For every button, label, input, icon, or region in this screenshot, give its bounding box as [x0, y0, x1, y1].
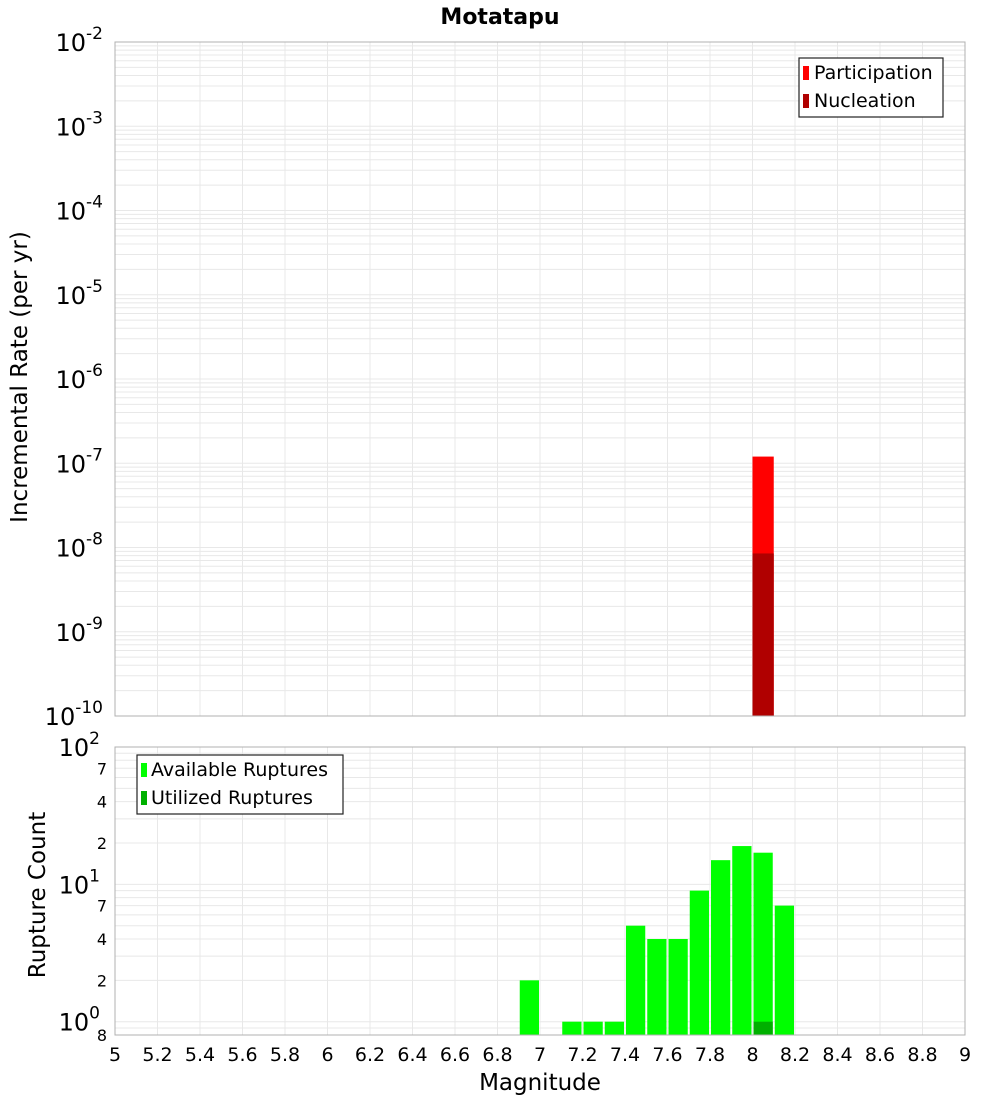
top-y-tick-label: 10-4: [56, 193, 104, 226]
x-tick-label: 6.8: [482, 1044, 512, 1066]
top-legend: Participation Nucleation: [798, 57, 944, 118]
x-tick-label: 8.6: [865, 1044, 895, 1066]
x-axis-label: Magnitude: [479, 1070, 601, 1096]
top-y-tick-label: 10-2: [56, 24, 104, 57]
x-tick-label: 5.2: [142, 1044, 172, 1066]
bottom-bars: [519, 846, 794, 1035]
top-y-tick-label: 10-8: [56, 530, 104, 563]
top-y-axis-label: Incremental Rate (per yr): [7, 231, 33, 523]
top-panel: 10-2 10-3 10-4 10-5 10-6 10-7 10-8 10-9 10-10 In…: [7, 24, 966, 731]
top-y-tick-label: 10-6: [56, 361, 104, 394]
available-ruptures-bar: [583, 1021, 603, 1035]
bottom-legend-label: Available Ruptures: [151, 759, 328, 781]
x-tick-label: 7.4: [610, 1044, 640, 1066]
available-ruptures-bar: [689, 890, 709, 1035]
top-y-tick-label: 10-3: [56, 108, 104, 141]
x-tick-label: 5.8: [270, 1044, 300, 1066]
x-tick-label: 6.6: [440, 1044, 470, 1066]
bottom-y-tick-label: 102: [59, 729, 100, 762]
available-ruptures-bar: [668, 939, 688, 1035]
x-tick-label: 6.4: [397, 1044, 427, 1066]
bottom-y-tick-label: 7: [97, 759, 107, 778]
available-ruptures-bar: [604, 1021, 624, 1035]
x-tick-label: 7.6: [652, 1044, 682, 1066]
available-ruptures-bar: [562, 1021, 582, 1035]
x-tick-label: 5: [109, 1044, 121, 1066]
bottom-y-tick-label: 2: [97, 834, 107, 853]
bottom-plot-frame: [114, 746, 966, 1036]
top-plot-frame: [114, 41, 966, 717]
x-tick-label: 7: [534, 1044, 546, 1066]
top-legend-swatch: [803, 66, 809, 80]
top-y-tick-label: 10-5: [56, 277, 104, 310]
top-y-tick-label: 10-10: [45, 698, 103, 731]
bottom-y-tick-label: 4: [97, 793, 107, 812]
x-tick-label: 6: [321, 1044, 333, 1066]
top-y-tick-labels: 10-2 10-3 10-4 10-5 10-6 10-7 10-8 10-9 10-10: [45, 24, 103, 731]
x-tick-label: 8.4: [822, 1044, 852, 1066]
available-ruptures-bar: [774, 905, 794, 1035]
top-y-tick-label: 10-9: [56, 614, 104, 647]
bottom-y-tick-label: 7: [97, 897, 107, 916]
top-legend-label: Nucleation: [814, 90, 916, 112]
top-y-tick-label: 10-7: [56, 445, 104, 478]
available-ruptures-bar: [753, 852, 773, 1035]
x-tick-label: 8.2: [780, 1044, 810, 1066]
top-legend-box: [798, 57, 944, 118]
x-tick-label: 8.8: [907, 1044, 937, 1066]
nucleation-bar: [752, 553, 774, 716]
bottom-legend-swatch: [141, 763, 147, 777]
utilized-ruptures-bar: [753, 1021, 773, 1035]
bottom-legend-label: Utilized Ruptures: [151, 787, 313, 809]
bottom-legend-swatch: [141, 791, 147, 805]
bottom-y-tick-label: 2: [97, 971, 107, 990]
bottom-y-tick-label: 8: [97, 1026, 107, 1045]
top-gridlines: [114, 42, 966, 717]
available-ruptures-bar: [647, 939, 667, 1035]
bottom-legend-box: [136, 754, 344, 815]
x-tick-label: 7.8: [695, 1044, 725, 1066]
bottom-y-axis-label: Rupture Count: [25, 812, 51, 978]
available-ruptures-bar: [732, 846, 752, 1035]
bottom-legend: Available Ruptures Utilized Ruptures: [136, 754, 344, 815]
x-tick-label: 5.6: [227, 1044, 257, 1066]
available-ruptures-bar: [519, 980, 539, 1035]
x-tick-labels: 5 5.2 5.4 5.6 5.8 6 6.2 6.4 6.6 6.8 7 7.2 7.4 7.6 7.8 8…: [109, 1044, 971, 1066]
bottom-y-tick-label: 4: [97, 930, 107, 949]
available-ruptures-bar: [711, 860, 731, 1035]
x-tick-label: 8: [746, 1044, 758, 1066]
x-tick-label: 9: [959, 1044, 971, 1066]
top-legend-swatch: [803, 94, 809, 108]
chart-title: Motatapu: [440, 5, 559, 30]
x-tick-label: 5.4: [185, 1044, 215, 1066]
x-tick-label: 6.2: [355, 1044, 385, 1066]
available-ruptures-bar: [626, 925, 646, 1035]
top-legend-label: Participation: [814, 62, 933, 84]
bottom-y-tick-label: 100: [59, 1004, 100, 1037]
top-bars: [752, 456, 774, 716]
bottom-y-tick-label: 101: [59, 866, 100, 899]
x-tick-label: 7.2: [567, 1044, 597, 1066]
